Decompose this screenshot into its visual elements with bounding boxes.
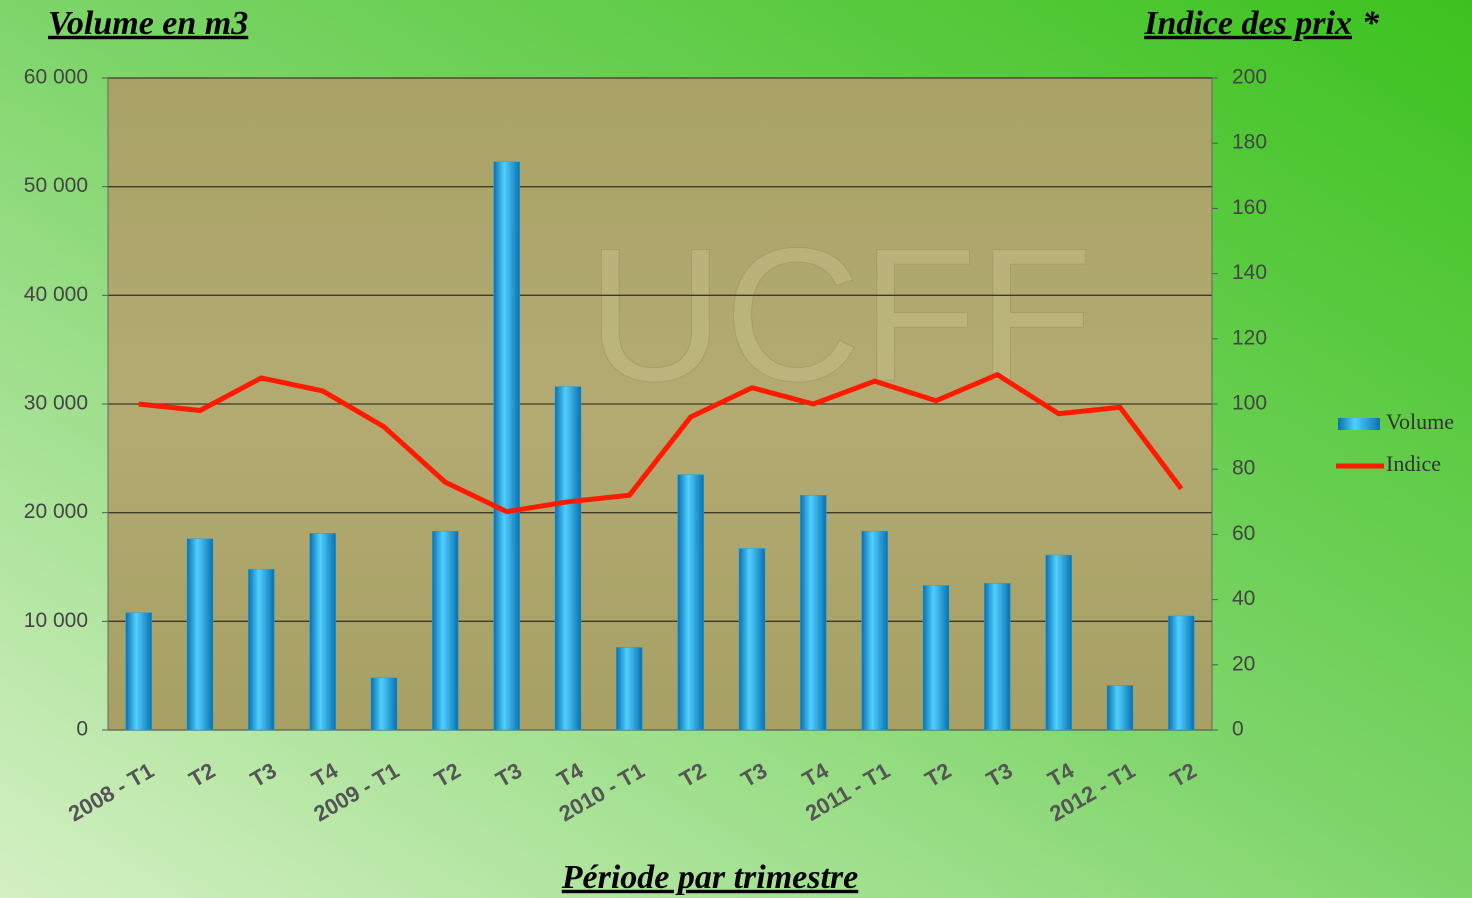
y-tick-label: 10 000 [24,609,88,632]
legend-label: Volume [1386,409,1454,434]
bar [371,678,397,730]
y2-tick-label: 80 [1232,457,1255,480]
y-tick-label: 60 000 [24,66,88,89]
x-axis-title: Période par trimestre [561,859,859,896]
bar [678,475,704,730]
bar [1107,685,1133,730]
y-axis-title: Volume en m3 [48,5,248,42]
legend-label: Indice [1386,451,1441,476]
chart: UCFF Volume en m3 Indice des prix * Péri… [0,0,1472,898]
legend-swatch [1338,418,1380,430]
y-tick-label: 40 000 [24,283,88,306]
bar [248,569,274,730]
bar [1046,555,1072,730]
y-tick-label: 0 [76,718,88,741]
y-tick-label: 50 000 [24,174,88,197]
bar [800,495,826,730]
y2-tick-label: 180 [1232,131,1267,154]
bar [187,539,213,730]
bar [555,387,581,730]
bar [984,583,1010,730]
y-tick-label: 20 000 [24,500,88,523]
y2-axis-title: Indice des prix [1143,5,1352,42]
y2-tick-label: 100 [1232,392,1267,415]
bar [494,162,520,730]
y2-tick-label: 120 [1232,326,1267,349]
bar [923,585,949,730]
y2-tick-label: 140 [1232,261,1267,284]
y2-title-note: * [1362,5,1380,42]
y2-tick-label: 0 [1232,718,1244,741]
bar [310,533,336,730]
y2-tick-label: 20 [1232,652,1255,675]
y2-tick-label: 160 [1232,196,1267,219]
bar [126,613,152,730]
bar [616,647,642,730]
bar [862,531,888,730]
y2-tick-label: 200 [1232,66,1267,89]
y2-tick-label: 40 [1232,587,1255,610]
bar [1168,616,1194,730]
y-tick-label: 30 000 [24,392,88,415]
bar [432,531,458,730]
y2-tick-label: 60 [1232,522,1255,545]
bar [739,549,765,730]
